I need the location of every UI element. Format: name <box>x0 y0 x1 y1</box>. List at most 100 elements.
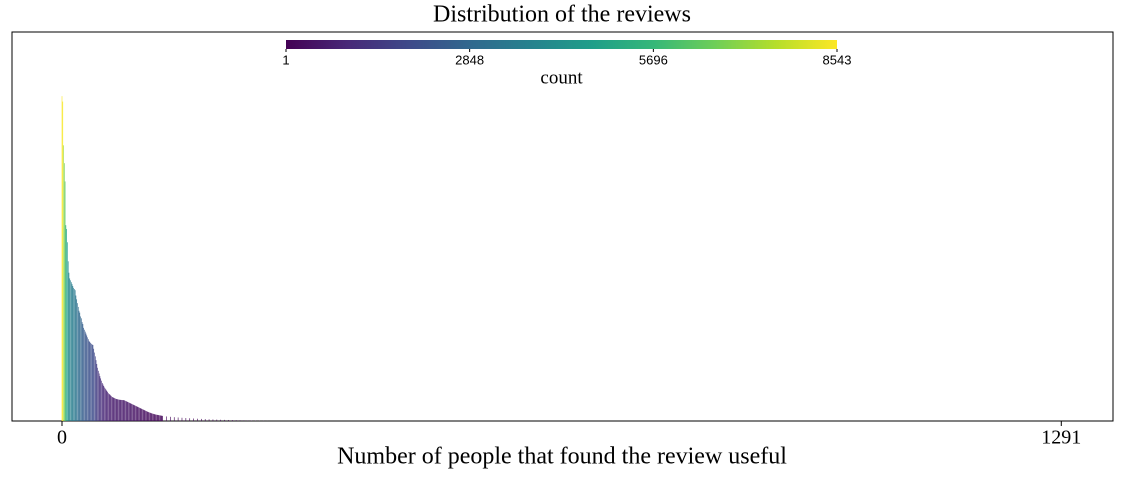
chart-title: Distribution of the reviews <box>433 2 691 28</box>
bar <box>243 420 245 421</box>
bar <box>81 318 82 421</box>
bar <box>228 419 229 421</box>
bar <box>155 414 156 421</box>
bar <box>131 403 132 421</box>
bar <box>158 415 160 421</box>
bar <box>148 412 150 421</box>
x-tick-label: 0 <box>57 427 67 449</box>
bar <box>99 376 101 421</box>
bar <box>81 322 83 421</box>
bar <box>91 344 93 421</box>
bar <box>143 409 145 421</box>
bar <box>235 420 237 421</box>
bar <box>88 341 90 421</box>
bar <box>82 324 84 421</box>
bar <box>72 286 74 421</box>
bar <box>63 145 64 421</box>
bar <box>220 419 221 421</box>
bar <box>120 399 122 421</box>
bar <box>144 410 146 421</box>
bar <box>153 414 155 421</box>
bar <box>139 408 141 421</box>
bar <box>113 397 115 421</box>
colorbar-label: count <box>540 67 583 88</box>
bar <box>119 399 121 421</box>
bar <box>87 337 88 421</box>
bar <box>140 408 142 421</box>
bar <box>92 344 94 421</box>
bar <box>70 280 71 421</box>
bar <box>109 394 111 421</box>
bar <box>90 343 91 421</box>
bar <box>161 415 163 421</box>
bar <box>146 411 147 421</box>
bar <box>108 394 110 421</box>
bar <box>147 411 149 421</box>
colorbar-tick-label: 8543 <box>823 52 852 67</box>
bar <box>64 163 65 421</box>
bar <box>85 333 87 421</box>
plot-frame <box>11 31 1114 422</box>
bar <box>239 420 241 421</box>
bar <box>77 306 79 421</box>
bar <box>76 299 78 421</box>
bar <box>123 400 125 421</box>
bar <box>170 416 171 421</box>
bar <box>193 418 194 421</box>
bar <box>79 312 81 421</box>
bar <box>65 225 67 421</box>
bar <box>69 278 71 421</box>
bar <box>118 399 119 421</box>
bar <box>105 389 107 421</box>
bar <box>166 416 167 421</box>
bar <box>74 289 75 421</box>
bar <box>102 384 104 421</box>
bar <box>68 272 70 421</box>
bar <box>91 343 92 421</box>
bar <box>159 415 161 421</box>
bar <box>112 397 114 421</box>
colorbar-tick-label: 1 <box>282 52 289 67</box>
bar <box>122 400 123 421</box>
bar <box>84 329 85 421</box>
bar <box>138 407 139 421</box>
bar <box>157 414 159 421</box>
bar <box>132 404 133 421</box>
bar <box>106 390 108 421</box>
bar <box>100 378 102 421</box>
bar <box>152 413 153 421</box>
bar <box>94 352 95 421</box>
bar <box>156 414 158 421</box>
bar <box>104 387 105 421</box>
bar <box>94 356 96 421</box>
bar <box>61 96 63 422</box>
bar <box>160 415 162 421</box>
bar <box>98 370 99 421</box>
x-tick-label: 1291 <box>1041 427 1081 449</box>
colorbar-tick-label: 2848 <box>455 52 484 67</box>
bar <box>137 406 139 421</box>
bar <box>118 399 120 421</box>
bar <box>64 181 66 421</box>
bar <box>95 360 97 421</box>
bar <box>103 386 105 421</box>
bar <box>78 310 80 421</box>
bar <box>62 101 64 421</box>
bar <box>142 409 144 421</box>
x-axis-label: Number of people that found the review u… <box>337 444 787 470</box>
bar <box>150 413 152 421</box>
bar <box>122 400 124 421</box>
colorbar <box>286 40 837 49</box>
bar <box>124 400 126 421</box>
bar <box>156 414 157 421</box>
bar <box>70 282 72 421</box>
bar <box>204 419 206 421</box>
bar <box>67 261 69 421</box>
bar <box>133 405 135 421</box>
bar <box>112 397 113 421</box>
bar <box>107 392 108 421</box>
bar <box>136 406 138 421</box>
bar <box>247 420 249 421</box>
bar <box>89 341 91 421</box>
